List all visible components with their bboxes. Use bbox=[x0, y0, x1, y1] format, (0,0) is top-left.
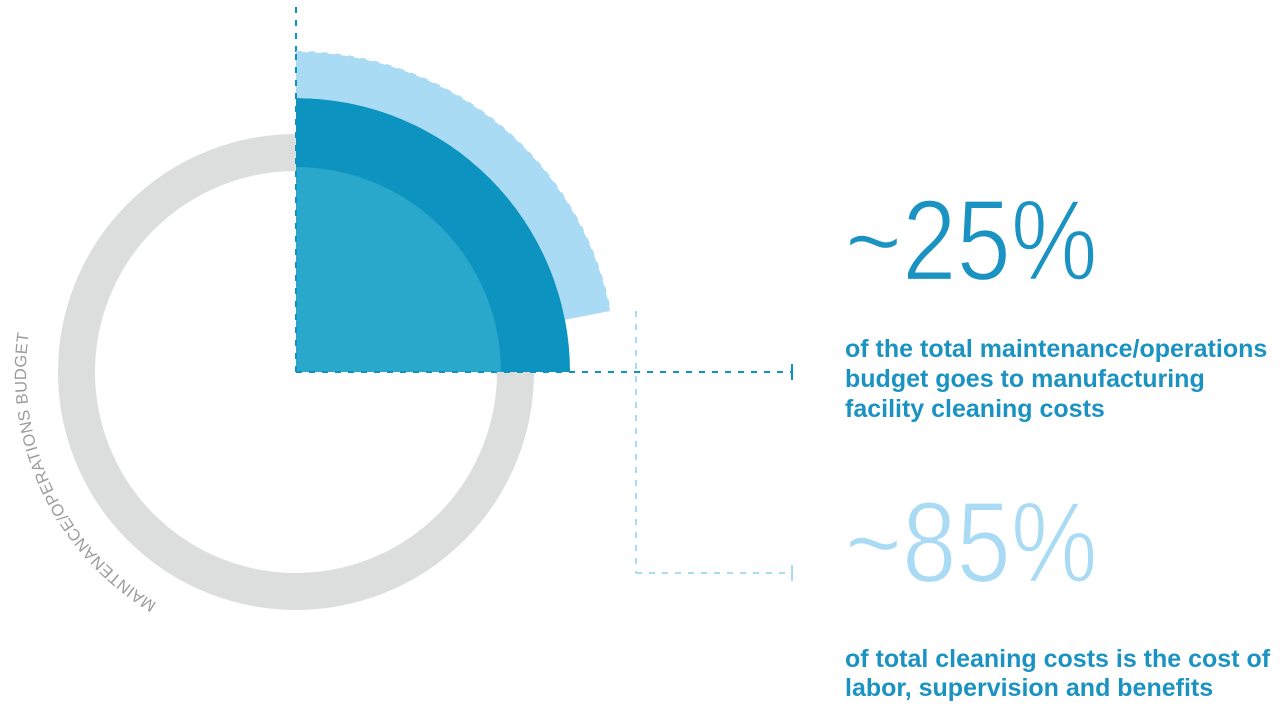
svg-text:~25%: ~25% bbox=[845, 175, 1098, 304]
svg-text:budget goes to manufacturing: budget goes to manufacturing bbox=[845, 365, 1205, 393]
svg-text:labor, supervision and benefit: labor, supervision and benefits bbox=[845, 674, 1213, 702]
svg-text:facility cleaning costs: facility cleaning costs bbox=[845, 395, 1105, 423]
svg-text:of the total maintenance/opera: of the total maintenance/operations bbox=[845, 335, 1267, 363]
svg-text:~85%: ~85% bbox=[845, 477, 1098, 606]
svg-text:of total cleaning costs is the: of total cleaning costs is the cost of bbox=[845, 645, 1271, 673]
